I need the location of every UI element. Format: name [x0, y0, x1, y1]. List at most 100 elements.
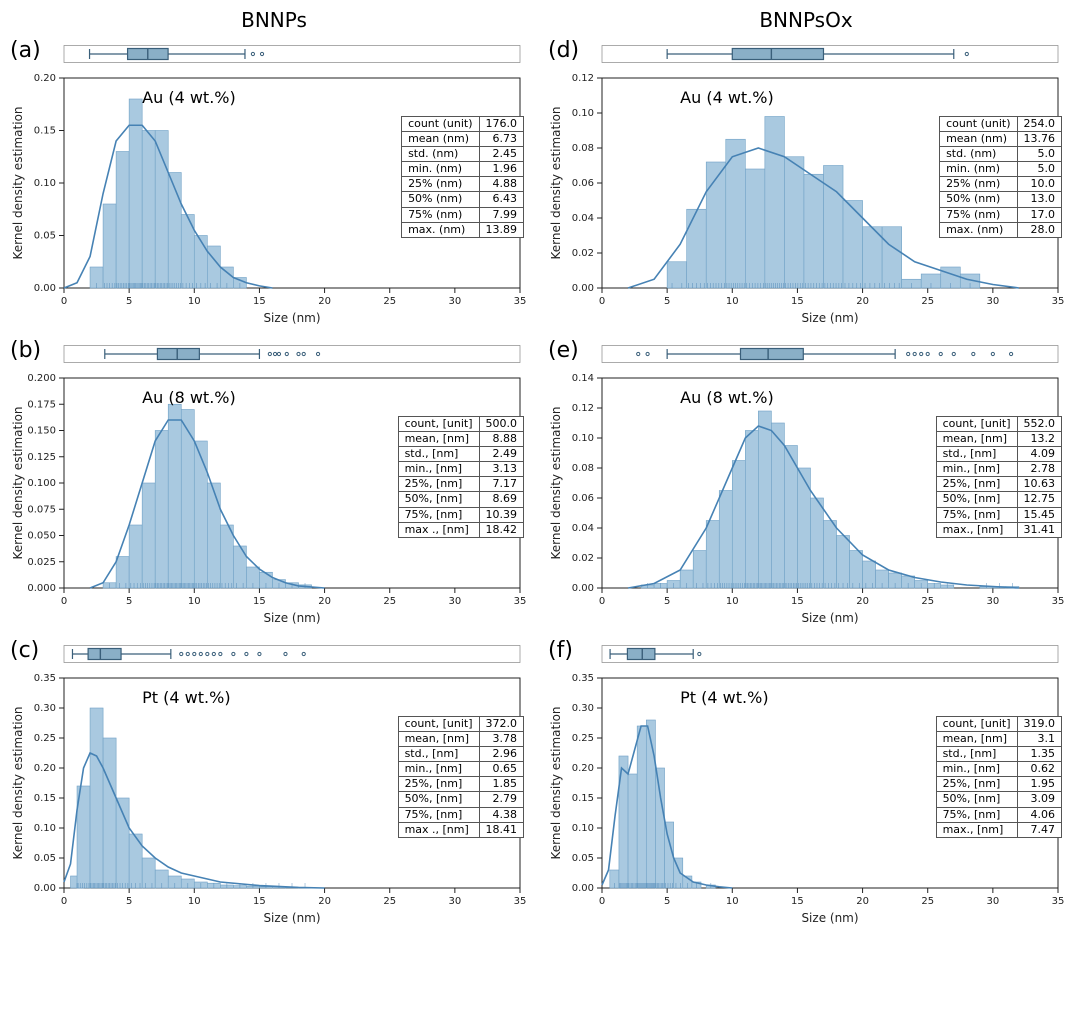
col-header-right: BNNPsOx [540, 8, 1072, 32]
svg-text:0.000: 0.000 [27, 583, 56, 594]
stats-table: count, [unit]372.0mean, [nm]3.78std., [n… [398, 716, 524, 838]
stats-label: 50%, [nm] [398, 492, 479, 507]
stats-value: 1.85 [479, 777, 524, 792]
stats-value: 3.78 [479, 732, 524, 747]
stats-value: 28.0 [1017, 222, 1062, 237]
stats-value: 4.09 [1017, 447, 1062, 462]
svg-text:Kernel density estimation: Kernel density estimation [11, 706, 25, 859]
svg-text:30: 30 [986, 596, 999, 607]
stats-label: 25%, [nm] [398, 777, 479, 792]
svg-text:20: 20 [856, 596, 869, 607]
stats-value: 1.95 [1017, 777, 1062, 792]
stats-value: 4.38 [479, 807, 524, 822]
stats-value: 1.96 [479, 162, 524, 177]
panel-e: (e)051015202530350.000.020.040.060.080.1… [546, 336, 1072, 632]
svg-text:0.06: 0.06 [572, 493, 594, 504]
stats-label: 75%, [nm] [936, 807, 1017, 822]
panel-letter: (e) [548, 338, 579, 363]
stats-value: 13.0 [1017, 192, 1062, 207]
svg-text:15: 15 [791, 896, 804, 907]
panel-b: (b)051015202530350.0000.0250.0500.0750.1… [8, 336, 534, 632]
svg-text:25: 25 [921, 596, 934, 607]
stats-value: 5.0 [1017, 162, 1062, 177]
svg-text:0.20: 0.20 [34, 73, 56, 84]
svg-text:0.00: 0.00 [572, 583, 594, 594]
stats-label: 50%, [nm] [936, 492, 1017, 507]
stats-label: 50% (nm) [402, 192, 479, 207]
svg-text:5: 5 [126, 596, 132, 607]
panel-letter: (f) [548, 638, 573, 663]
svg-text:20: 20 [318, 896, 331, 907]
stats-table: count (unit)176.0mean (nm)6.73std. (nm)2… [401, 116, 524, 238]
boxplot-svg [8, 36, 528, 72]
sample-label: Pt (4 wt.%) [142, 688, 230, 707]
svg-text:0.05: 0.05 [34, 231, 56, 242]
stats-value: 31.41 [1017, 522, 1062, 537]
svg-text:5: 5 [126, 296, 132, 307]
stats-label: 25% (nm) [402, 177, 479, 192]
svg-text:0.08: 0.08 [572, 143, 594, 154]
svg-text:10: 10 [726, 896, 739, 907]
svg-text:35: 35 [1052, 896, 1065, 907]
svg-text:0.10: 0.10 [34, 823, 56, 834]
svg-text:15: 15 [253, 596, 266, 607]
stats-label: std., [nm] [936, 447, 1017, 462]
svg-text:0.12: 0.12 [572, 403, 594, 414]
stats-table: count, [unit]500.0mean, [nm]8.88std., [n… [398, 416, 524, 538]
panel-c: (c)051015202530350.000.050.100.150.200.2… [8, 636, 534, 932]
stats-value: 6.73 [479, 132, 524, 147]
sample-label: Au (4 wt.%) [142, 88, 236, 107]
svg-text:Kernel density estimation: Kernel density estimation [549, 106, 563, 259]
svg-text:35: 35 [1052, 296, 1065, 307]
stats-value: 176.0 [479, 117, 524, 132]
stats-value: 10.63 [1017, 477, 1062, 492]
svg-text:0: 0 [61, 296, 67, 307]
svg-text:0.12: 0.12 [572, 73, 594, 84]
svg-text:25: 25 [383, 296, 396, 307]
svg-text:10: 10 [726, 596, 739, 607]
svg-text:0.125: 0.125 [27, 452, 56, 463]
stats-value: 4.06 [1017, 807, 1062, 822]
svg-text:0.02: 0.02 [572, 248, 594, 259]
panel-d: (d)051015202530350.000.020.040.060.080.1… [546, 36, 1072, 332]
stats-label: min., [nm] [936, 762, 1017, 777]
stats-label: std., [nm] [398, 447, 479, 462]
stats-value: 10.39 [479, 507, 524, 522]
stats-value: 3.13 [479, 462, 524, 477]
svg-text:Size (nm): Size (nm) [801, 911, 858, 925]
stats-label: max ., [nm] [398, 822, 479, 837]
stats-label: 50%, [nm] [398, 792, 479, 807]
svg-text:0: 0 [599, 596, 605, 607]
svg-text:Size (nm): Size (nm) [263, 611, 320, 625]
stats-value: 8.69 [479, 492, 524, 507]
svg-text:10: 10 [188, 596, 201, 607]
stats-label: 75%, [nm] [398, 807, 479, 822]
svg-text:Size (nm): Size (nm) [263, 311, 320, 325]
svg-text:0.100: 0.100 [27, 478, 56, 489]
svg-text:0.15: 0.15 [34, 126, 56, 137]
svg-text:15: 15 [253, 896, 266, 907]
stats-label: max., [nm] [936, 822, 1017, 837]
stats-value: 500.0 [479, 417, 524, 432]
stats-label: max., [nm] [936, 522, 1017, 537]
svg-text:0.10: 0.10 [572, 433, 594, 444]
stats-value: 5.0 [1017, 147, 1062, 162]
stats-value: 18.42 [479, 522, 524, 537]
svg-text:0.00: 0.00 [572, 883, 594, 894]
stats-value: 3.1 [1017, 732, 1062, 747]
panel-f: (f)051015202530350.000.050.100.150.200.2… [546, 636, 1072, 932]
panel-letter: (c) [10, 638, 39, 663]
svg-text:0.25: 0.25 [572, 733, 594, 744]
svg-text:10: 10 [188, 896, 201, 907]
svg-text:0.25: 0.25 [34, 733, 56, 744]
stats-value: 4.88 [479, 177, 524, 192]
svg-text:30: 30 [986, 296, 999, 307]
svg-text:25: 25 [921, 296, 934, 307]
stats-value: 2.79 [479, 792, 524, 807]
svg-text:0.20: 0.20 [572, 763, 594, 774]
svg-text:0.15: 0.15 [572, 793, 594, 804]
sample-label: Au (8 wt.%) [680, 388, 774, 407]
svg-text:0.050: 0.050 [27, 531, 56, 542]
stats-label: mean (nm) [402, 132, 479, 147]
svg-text:Kernel density estimation: Kernel density estimation [549, 706, 563, 859]
